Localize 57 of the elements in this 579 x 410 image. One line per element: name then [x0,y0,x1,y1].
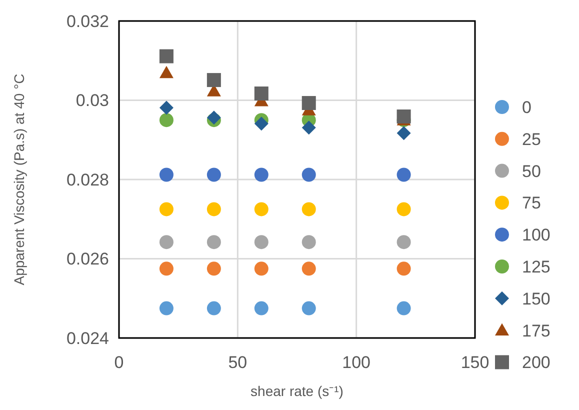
point [159,235,174,250]
point [206,73,221,88]
point [159,66,174,78]
point [206,168,221,182]
point [159,168,174,182]
point [396,235,411,250]
point [159,202,174,216]
point [254,86,268,101]
y-tick-label: 0.032 [66,12,109,31]
point [302,202,316,216]
point [159,301,174,316]
point [159,49,174,64]
y-tick-label: 0.024 [66,328,109,348]
legend-label: 0 [522,98,532,117]
legend-label: 75 [522,194,541,213]
point [159,113,174,128]
point [302,168,316,182]
point [206,301,221,316]
point [254,116,268,131]
point [396,202,411,216]
point [396,126,411,140]
point [206,262,221,276]
legend-label: 50 [522,162,541,181]
point [254,301,268,316]
y-tick-label: 0.028 [66,170,109,190]
x-tick-label: 100 [342,353,371,372]
legend-label: 100 [522,226,550,245]
legend-label: 200 [522,353,550,372]
legend-label: 150 [522,289,550,308]
point [302,301,316,316]
x-tick-label: 0 [114,353,124,372]
point [302,235,316,250]
x-tick-label: 50 [228,353,248,372]
y-tick-label: 0.03 [76,91,109,110]
legend-label: 125 [522,257,550,276]
point [396,301,411,316]
point [254,235,268,250]
point [206,110,221,125]
point [159,100,174,115]
point [206,202,221,216]
x-axis-title: shear rate (s⁻¹) [250,383,344,399]
point [396,168,411,182]
legend-label: 25 [522,130,541,149]
point [302,262,316,276]
point [302,96,316,110]
point [302,120,316,135]
x-tick-label: 150 [460,353,490,372]
point [396,262,411,276]
point [254,262,268,276]
point [206,235,221,250]
point [254,202,268,216]
legend-label: 175 [522,321,550,340]
y-tick-label: 0.026 [66,250,109,269]
point [159,262,174,276]
y-axis-title: Apparent Viscosity (Pa.s) at 40 °C [11,74,27,286]
point [396,109,411,124]
point [254,168,268,182]
